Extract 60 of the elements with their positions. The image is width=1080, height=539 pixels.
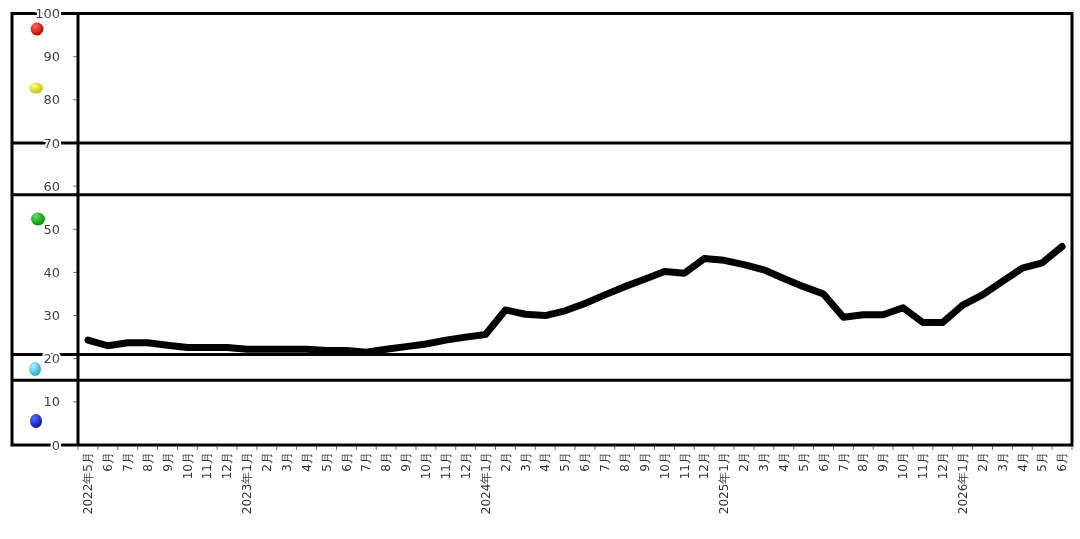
y-tick-label: 20	[43, 351, 60, 367]
x-tick-label: 5月	[319, 452, 334, 472]
x-tick-label: 5月	[558, 452, 573, 472]
x-tick-label: 11月	[677, 452, 692, 480]
x-tick-label: 10月	[896, 452, 911, 480]
x-tick-label: 11月	[200, 452, 215, 480]
y-tick-label: 0	[51, 437, 60, 453]
x-tick-label: 10月	[657, 452, 672, 480]
x-tick-label: 2月	[975, 452, 990, 472]
x-tick-label: 11月	[438, 452, 453, 480]
x-tick-label: 12月	[697, 452, 712, 480]
x-tick-label: 3月	[279, 452, 294, 472]
x-tick-label: 6月	[339, 452, 354, 472]
x-tick-label: 2月	[737, 452, 752, 472]
x-tick-label: 2024年1月	[478, 452, 493, 515]
x-tick-label: 9月	[876, 452, 891, 472]
x-tick-label: 9月	[160, 452, 175, 472]
y-tick-label: 40	[43, 264, 60, 280]
x-tick-label: 7月	[359, 452, 374, 472]
x-tick-label: 8月	[617, 452, 632, 472]
x-tick-label: 7月	[120, 452, 135, 472]
x-tick-label: 6月	[578, 452, 593, 472]
x-tick-label: 8月	[140, 452, 155, 472]
x-tick-label: 12月	[935, 452, 950, 480]
x-tick-label: 4月	[538, 452, 553, 472]
y-tick-label: 60	[43, 178, 60, 194]
x-tick-label: 5月	[1035, 452, 1050, 472]
x-tick-label: 12月	[220, 452, 235, 480]
y-tick-label: 30	[43, 308, 60, 324]
y-tick-label: 80	[43, 92, 60, 108]
y-tick-label: 50	[43, 221, 60, 237]
x-tick-label: 2023年1月	[240, 452, 255, 515]
x-tick-label: 8月	[856, 452, 871, 472]
y-tick-label: 90	[43, 49, 60, 65]
x-tick-label: 3月	[995, 452, 1010, 472]
x-tick-label: 2025年1月	[717, 452, 732, 515]
x-tick-label: 2026年1月	[955, 452, 970, 515]
y-tick-label: 10	[43, 394, 60, 410]
x-tick-label: 10月	[180, 452, 195, 480]
x-tick-label: 12月	[458, 452, 473, 480]
x-tick-label: 5月	[796, 452, 811, 472]
x-tick-label: 4月	[776, 452, 791, 472]
x-tick-label: 3月	[518, 452, 533, 472]
x-tick-label: 2月	[498, 452, 513, 472]
x-tick-label: 9月	[399, 452, 414, 472]
x-tick-label: 4月	[1015, 452, 1030, 472]
x-tick-label: 10月	[419, 452, 434, 480]
x-tick-label: 2022年5月	[81, 452, 96, 515]
x-tick-label: 6月	[1055, 452, 1070, 472]
x-tick-label: 11月	[916, 452, 931, 480]
x-tick-label: 4月	[299, 452, 314, 472]
y-tick-label: 70	[43, 135, 60, 151]
x-tick-label: 9月	[637, 452, 652, 472]
x-tick-label: 7月	[836, 452, 851, 472]
x-tick-label: 2月	[260, 452, 275, 472]
x-tick-label: 7月	[598, 452, 613, 472]
x-tick-label: 6月	[101, 452, 116, 472]
x-tick-label: 8月	[379, 452, 394, 472]
x-tick-label: 6月	[816, 452, 831, 472]
x-tick-label: 3月	[757, 452, 772, 472]
